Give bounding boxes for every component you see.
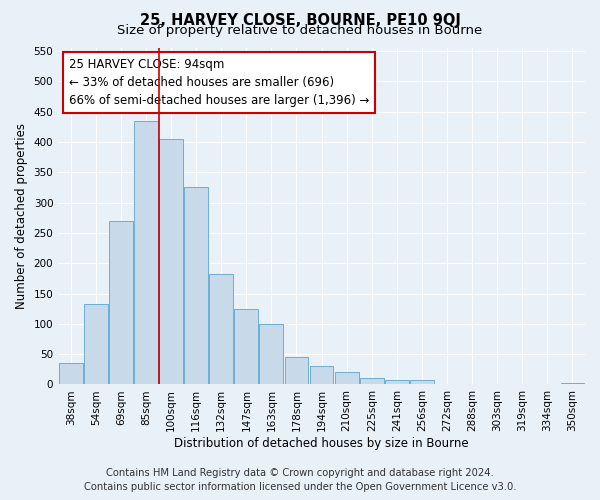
Bar bbox=[560, 383, 584, 384]
Bar bbox=[310, 366, 334, 384]
Bar bbox=[59, 363, 83, 384]
X-axis label: Distribution of detached houses by size in Bourne: Distribution of detached houses by size … bbox=[174, 437, 469, 450]
Bar bbox=[109, 221, 133, 384]
Bar bbox=[360, 378, 383, 384]
Bar bbox=[235, 308, 258, 384]
Bar bbox=[184, 188, 208, 384]
Bar bbox=[284, 356, 308, 384]
Text: 25 HARVEY CLOSE: 94sqm
← 33% of detached houses are smaller (696)
66% of semi-de: 25 HARVEY CLOSE: 94sqm ← 33% of detached… bbox=[69, 58, 369, 107]
Bar bbox=[209, 274, 233, 384]
Bar bbox=[385, 380, 409, 384]
Bar bbox=[335, 372, 359, 384]
Bar bbox=[84, 304, 108, 384]
Y-axis label: Number of detached properties: Number of detached properties bbox=[15, 123, 28, 309]
Text: Size of property relative to detached houses in Bourne: Size of property relative to detached ho… bbox=[118, 24, 482, 37]
Text: Contains HM Land Registry data © Crown copyright and database right 2024.
Contai: Contains HM Land Registry data © Crown c… bbox=[84, 468, 516, 492]
Bar bbox=[159, 139, 183, 384]
Bar bbox=[410, 380, 434, 384]
Bar bbox=[134, 121, 158, 384]
Bar bbox=[259, 324, 283, 384]
Text: 25, HARVEY CLOSE, BOURNE, PE10 9QJ: 25, HARVEY CLOSE, BOURNE, PE10 9QJ bbox=[140, 12, 460, 28]
